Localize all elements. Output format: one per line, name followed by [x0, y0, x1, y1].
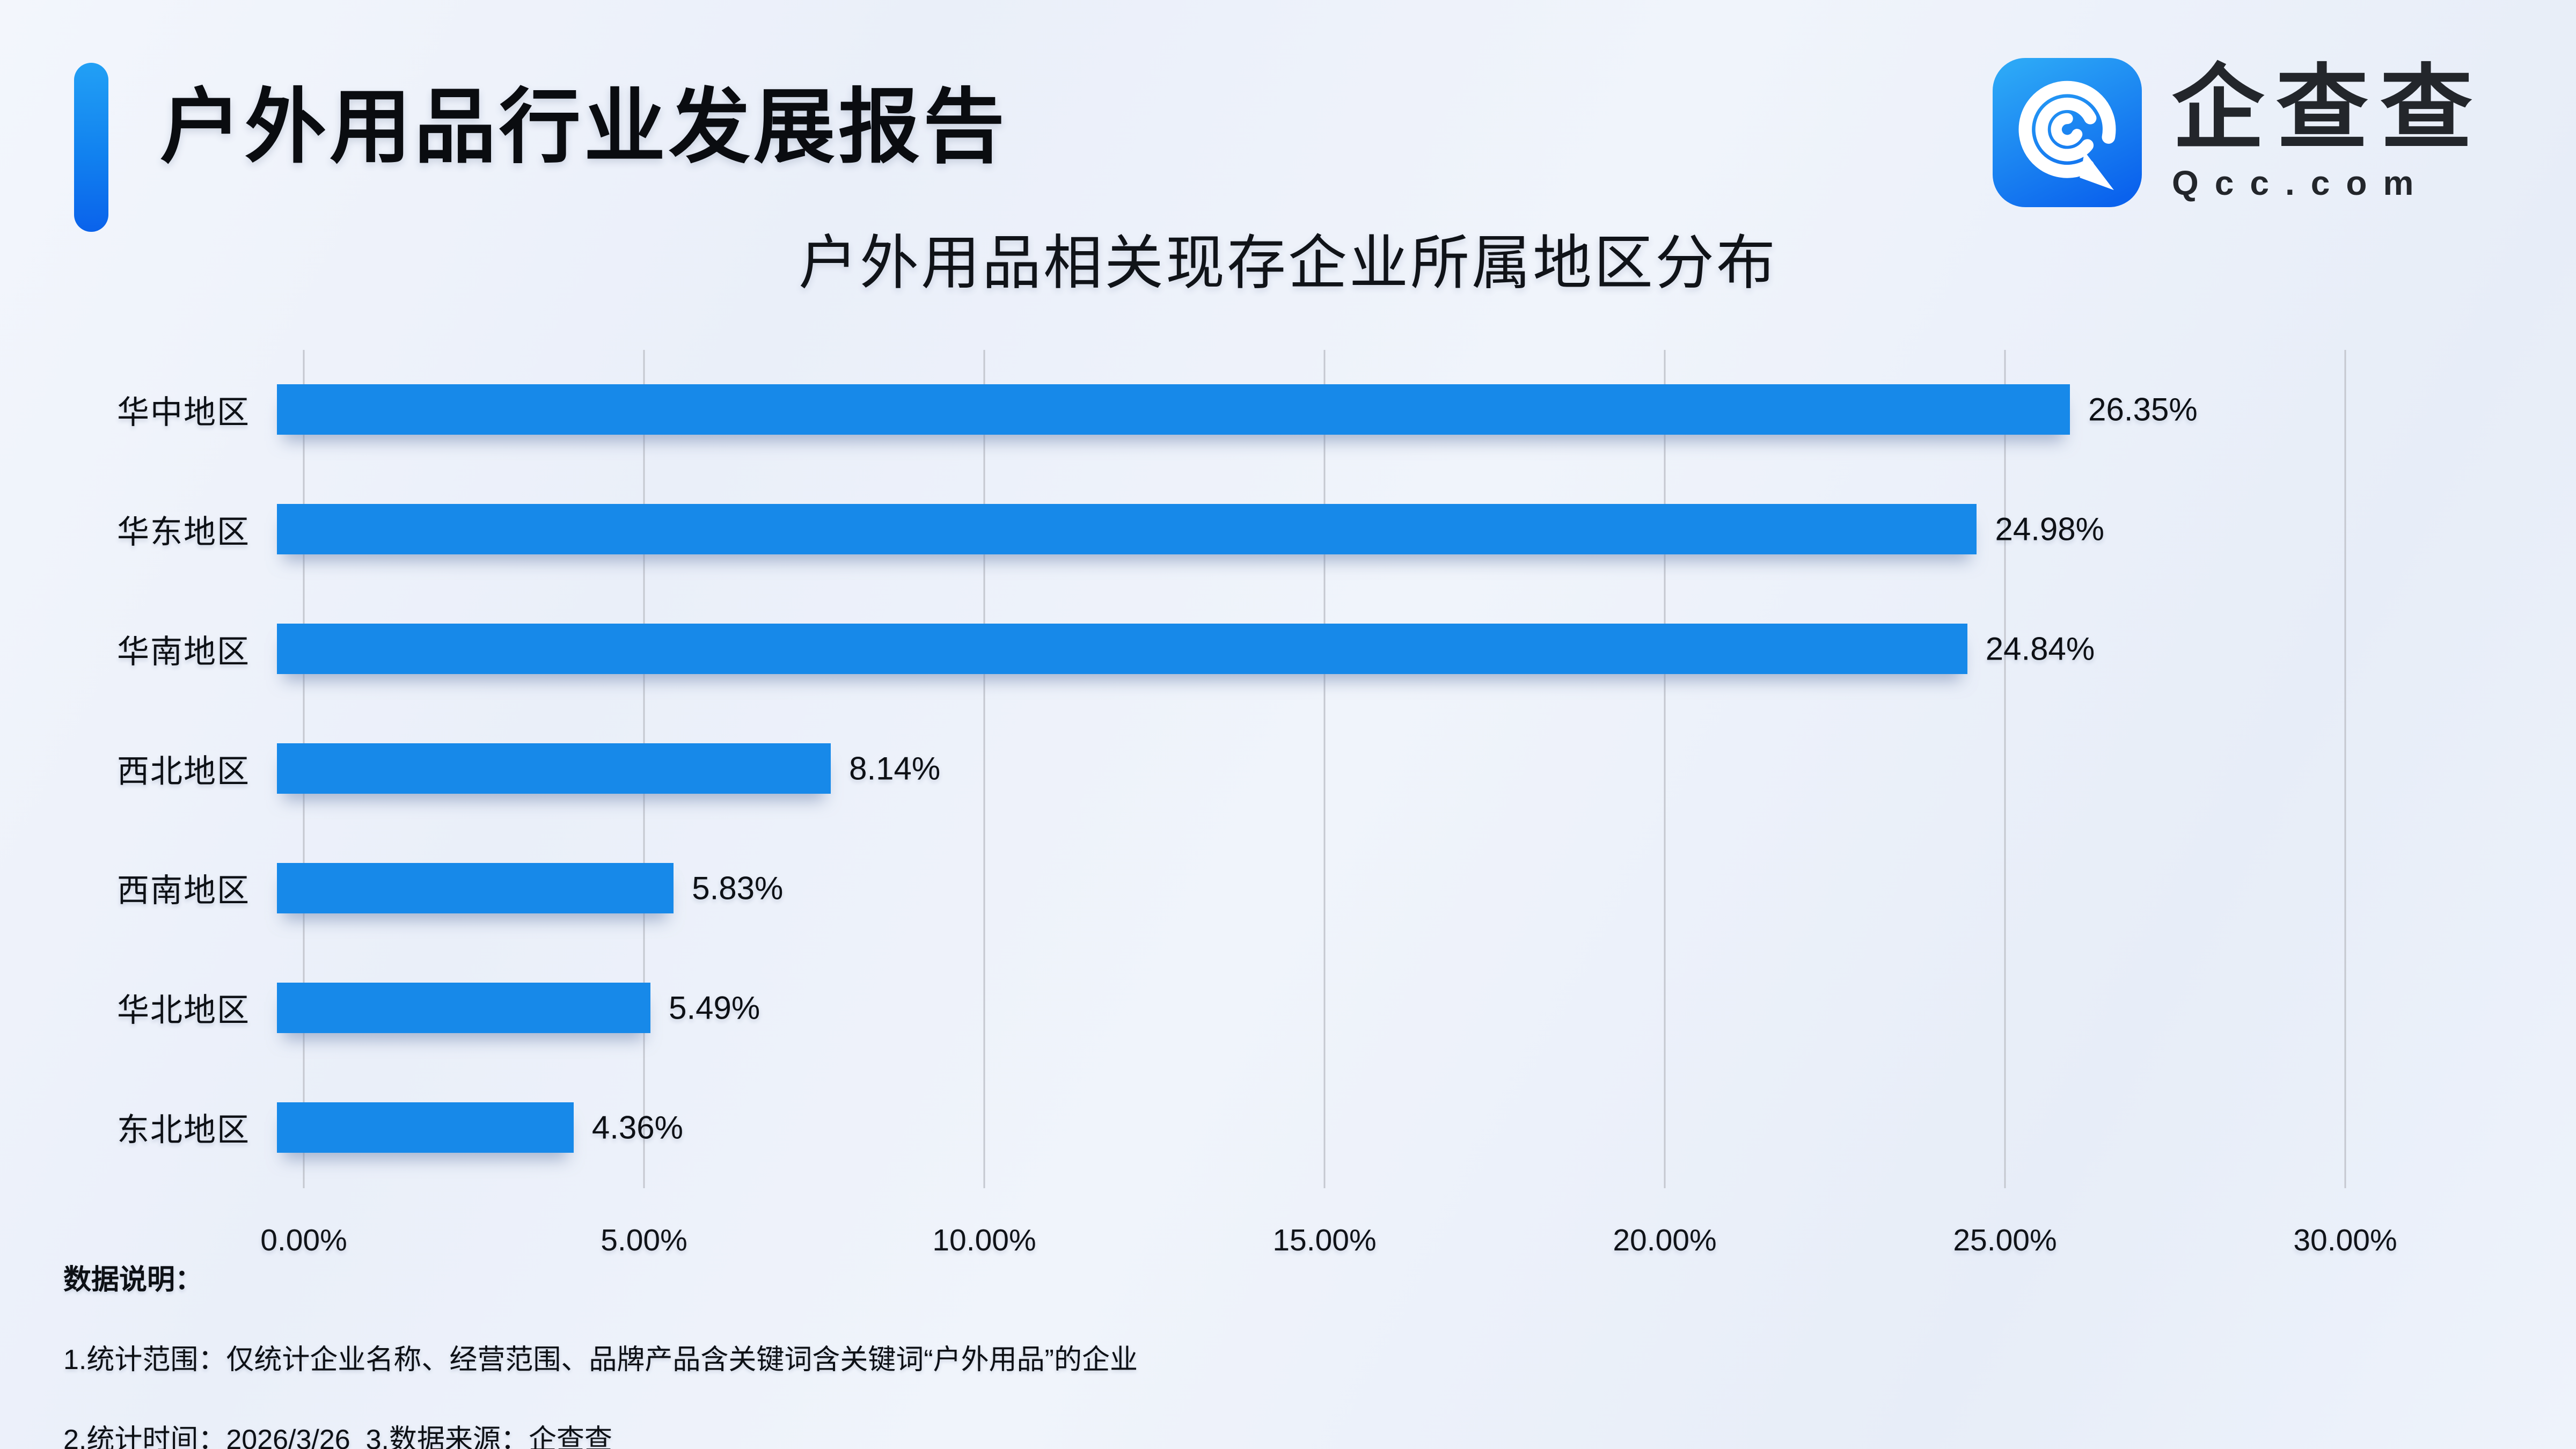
x-tick-label: 25.00% — [1953, 1223, 2057, 1257]
qcc-logo-name: 企查查 — [2172, 57, 2484, 160]
bar-value-label: 24.98% — [1995, 511, 2104, 547]
bar — [277, 1102, 574, 1153]
bar-category-label: 东北地区 — [117, 1112, 250, 1148]
qcc-logo-domain: Qcc.com — [2172, 164, 2430, 202]
bar-category-label: 华南地区 — [117, 633, 250, 670]
bar-track: 26.35% — [277, 350, 2377, 470]
bar — [277, 504, 1977, 555]
bar-track: 5.83% — [277, 828, 2377, 948]
note-line-date-source: 2.统计时间：2026/3/26 3.数据来源：企查查 — [63, 1424, 612, 1449]
bar-row: 东北地区 4.36% — [80, 1067, 2377, 1187]
bar-category-label: 华东地区 — [117, 514, 250, 550]
data-notes: 数据说明： 1.统计范围：仅统计企业名称、经营范围、品牌产品含关键词含关键词“户… — [63, 1257, 1138, 1449]
bar-row: 西南地区 5.83% — [80, 828, 2377, 948]
gridline — [1664, 350, 1666, 1188]
bar-category-label: 西北地区 — [117, 753, 250, 789]
bar-row: 华北地区 5.49% — [80, 948, 2377, 1067]
qcc-logo-icon — [1993, 58, 2142, 207]
x-tick-label: 20.00% — [1613, 1223, 1717, 1257]
bar-track: 24.98% — [277, 470, 2377, 589]
bar-category-label: 华北地区 — [117, 992, 250, 1029]
bar-track: 5.49% — [277, 948, 2377, 1067]
bar — [277, 982, 651, 1033]
bar-value-label: 5.49% — [669, 990, 760, 1026]
qcc-logo: 企查查 Qcc.com — [1993, 58, 2484, 207]
x-tick-label: 30.00% — [2293, 1223, 2397, 1257]
page-title: 户外用品行业发展报告 — [160, 82, 1008, 173]
note-line-scope: 1.统计范围：仅统计企业名称、经营范围、品牌产品含关键词含关键词“户外用品”的企… — [63, 1344, 1138, 1375]
bar-row: 西北地区 8.14% — [80, 709, 2377, 829]
bar-value-label: 24.84% — [1985, 631, 2095, 667]
bar-category-label: 西南地区 — [117, 873, 250, 909]
bar-row: 华南地区 24.84% — [80, 589, 2377, 709]
bar — [277, 743, 831, 794]
bar-category-label: 华中地区 — [117, 394, 250, 430]
x-axis: 0.00% 5.00% 10.00% 15.00% 20.00% 25.00% 30.00% — [260, 1223, 2397, 1265]
bar — [277, 384, 2070, 435]
qcc-logo-text: 企查查 Qcc.com — [2172, 62, 2484, 203]
bar-track: 24.84% — [277, 589, 2377, 709]
x-tick-label: 0.00% — [260, 1223, 347, 1257]
bar — [277, 862, 674, 913]
chart-title: 户外用品相关现存企业所属地区分布 — [799, 230, 1777, 296]
gridline — [2344, 350, 2346, 1188]
bar — [277, 624, 1967, 675]
gridline — [2004, 350, 2006, 1188]
bar-track: 8.14% — [277, 709, 2377, 829]
gridline — [983, 350, 985, 1188]
gridline — [1323, 350, 1326, 1188]
bar-chart-rows: 华中地区 26.35% 华东地区 24.98% 华南地区 24.84% 西北地区 8.14% 西… — [80, 350, 2377, 1187]
bar-row: 华东地区 24.98% — [80, 470, 2377, 589]
bar-value-label: 5.83% — [692, 870, 784, 906]
x-tick-label: 15.00% — [1272, 1223, 1377, 1257]
bar-row: 华中地区 26.35% — [80, 350, 2377, 470]
x-tick-label: 5.00% — [601, 1223, 687, 1257]
notes-heading: 数据说明： — [63, 1264, 203, 1296]
bar-value-label: 26.35% — [2088, 391, 2198, 428]
bar-track: 4.36% — [277, 1067, 2377, 1187]
x-tick-label: 10.00% — [932, 1223, 1036, 1257]
bar-value-label: 4.36% — [591, 1109, 683, 1146]
bar-value-label: 8.14% — [849, 750, 941, 787]
title-accent-bar — [74, 63, 108, 232]
